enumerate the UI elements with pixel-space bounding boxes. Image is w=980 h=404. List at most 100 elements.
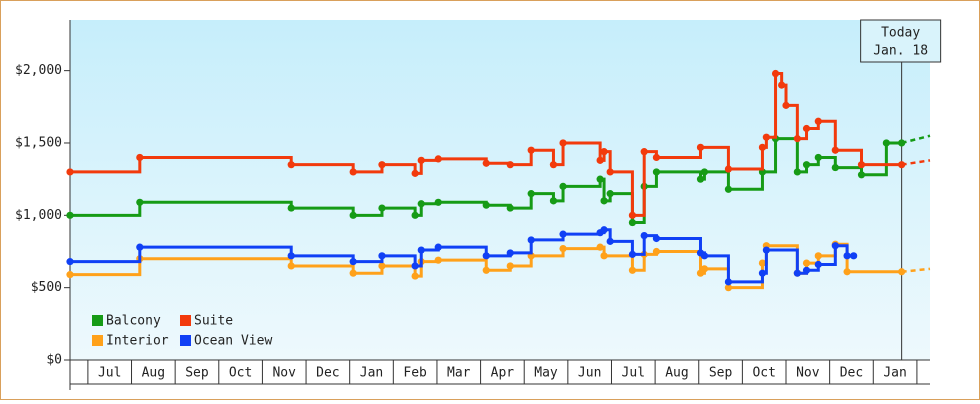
y-tick-label: $500 <box>31 280 62 295</box>
data-point <box>378 262 386 270</box>
today-date: Jan. 18 <box>873 44 928 59</box>
data-point <box>857 161 866 169</box>
data-point <box>596 243 604 251</box>
data-point <box>559 244 567 253</box>
legend-swatch <box>180 335 191 346</box>
data-point <box>640 231 648 240</box>
data-point <box>287 204 295 212</box>
data-point <box>136 243 144 251</box>
data-point <box>559 182 567 190</box>
data-point <box>628 250 637 258</box>
data-point <box>287 161 295 169</box>
data-point <box>600 148 608 156</box>
data-point <box>549 161 558 169</box>
data-point <box>831 146 839 154</box>
data-point <box>652 153 661 162</box>
x-tick-label: Aug <box>665 366 688 381</box>
legend-label: Balcony <box>106 314 161 329</box>
forecast-line <box>901 159 931 166</box>
data-point <box>771 69 780 78</box>
data-point <box>758 143 767 151</box>
data-point <box>600 226 608 234</box>
data-point <box>287 262 295 270</box>
data-point <box>640 148 648 156</box>
data-point <box>549 197 558 205</box>
data-point <box>898 268 906 276</box>
x-tick-label: Jan <box>883 366 906 381</box>
data-point <box>724 165 733 173</box>
x-tick-label: Jul <box>622 366 645 381</box>
data-point <box>66 168 74 176</box>
legend-swatch <box>92 315 103 326</box>
data-point <box>411 211 419 219</box>
legend-label: Suite <box>194 314 233 329</box>
x-tick-label: Nov <box>272 366 296 381</box>
data-point <box>527 236 535 244</box>
data-point <box>802 124 811 133</box>
data-point <box>628 266 637 274</box>
y-tick-label: $2,000 <box>15 63 62 78</box>
x-tick-label: Sep <box>709 366 733 381</box>
data-point <box>652 247 661 256</box>
data-point <box>850 252 858 260</box>
data-point <box>559 230 567 238</box>
data-point <box>652 234 661 243</box>
x-tick-label: Mar <box>447 366 471 381</box>
data-point <box>814 117 822 125</box>
data-point <box>762 246 770 254</box>
data-point <box>66 258 74 266</box>
data-point <box>606 237 614 245</box>
legend-swatch <box>92 335 103 346</box>
data-point <box>411 262 419 270</box>
data-point <box>136 153 144 162</box>
data-point <box>600 252 608 260</box>
today-box <box>860 19 942 63</box>
legend-label: Ocean View <box>194 334 272 349</box>
data-point <box>700 252 709 260</box>
data-point <box>700 168 709 176</box>
data-point <box>628 218 637 227</box>
y-tick-label: $0 <box>46 353 62 368</box>
plot-area <box>70 20 930 360</box>
data-point <box>559 139 567 147</box>
data-point <box>606 168 614 176</box>
data-point <box>724 278 733 286</box>
data-point <box>434 243 442 251</box>
legend-label: Interior <box>106 334 169 349</box>
series-line <box>70 228 854 284</box>
x-tick-label: Oct <box>752 366 775 381</box>
legend-swatch <box>180 315 191 326</box>
x-tick-label: Oct <box>229 366 252 381</box>
data-point <box>506 262 514 270</box>
data-point <box>527 146 535 154</box>
data-point <box>411 169 419 177</box>
data-point <box>378 161 386 169</box>
data-point <box>417 156 425 164</box>
y-tick-label: $1,000 <box>15 208 62 223</box>
x-tick-label: Nov <box>796 366 820 381</box>
data-point <box>814 252 822 260</box>
data-point <box>696 175 705 183</box>
data-point <box>506 161 514 169</box>
data-point <box>793 269 801 277</box>
data-point <box>287 252 295 260</box>
x-tick-label: Apr <box>491 366 515 381</box>
data-point <box>349 168 357 176</box>
data-point <box>434 198 442 206</box>
data-point <box>843 268 851 276</box>
data-point <box>857 171 866 179</box>
data-point <box>831 242 839 250</box>
data-point <box>527 190 535 198</box>
x-tick-label: Dec <box>316 366 339 381</box>
data-point <box>66 211 74 219</box>
data-point <box>411 272 419 280</box>
forecast-line <box>901 134 931 145</box>
data-point <box>882 139 890 147</box>
data-point <box>814 260 822 269</box>
x-tick-label: Aug <box>142 366 165 381</box>
data-point <box>778 81 786 89</box>
forecast-line <box>901 267 931 273</box>
data-point <box>506 249 514 257</box>
data-point <box>831 163 839 172</box>
